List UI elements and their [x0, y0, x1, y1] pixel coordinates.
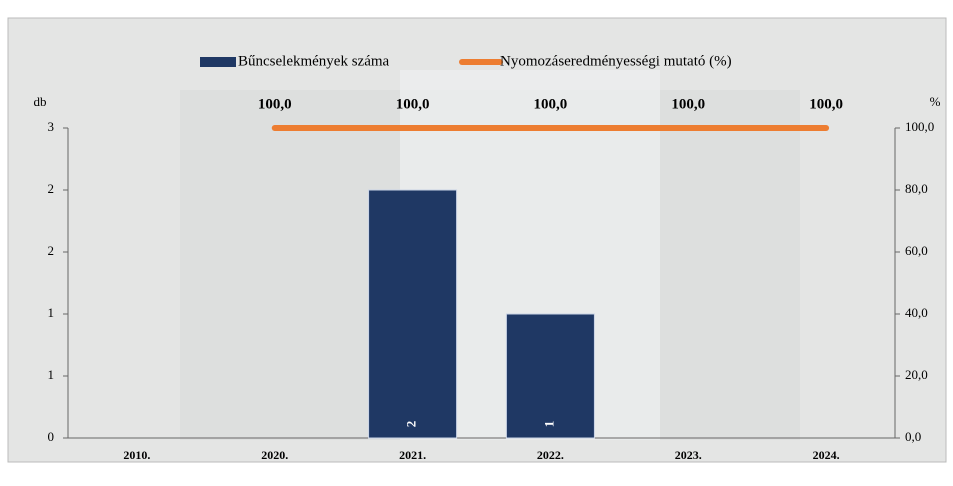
y-tick-label: 3: [48, 119, 55, 134]
chart: db % 0 1 1 2 2 3 0,0 20,0 40,0 60,0 80,0 100,0 2010.…: [0, 0, 953, 486]
y2-tick-label: 80,0: [905, 181, 928, 196]
legend-label: Bűncselekmények száma: [238, 53, 390, 69]
line-value-label: 100,0: [396, 96, 430, 112]
x-tick-label: 2021.: [399, 448, 426, 462]
x-tick-label: 2020.: [261, 448, 288, 462]
line-value-label: 100,0: [671, 96, 705, 112]
y-tick-label: 0: [48, 429, 55, 444]
bar-value-label: 2: [404, 421, 419, 428]
y-tick-label: 1: [48, 305, 55, 320]
y2-tick-label: 40,0: [905, 305, 928, 320]
legend-label: Nyomozáseredményességi mutató (%): [500, 53, 732, 69]
line-value-label: 100,0: [534, 96, 568, 112]
y2-tick-label: 100,0: [905, 119, 934, 134]
bar: [369, 190, 457, 438]
line-value-label: 100,0: [809, 96, 843, 112]
x-tick-label: 2024.: [813, 448, 840, 462]
y2-tick-label: 20,0: [905, 367, 928, 382]
legend-swatch: [200, 57, 236, 67]
y2-tick-label: 60,0: [905, 243, 928, 258]
y-tick-label: 2: [48, 243, 55, 258]
bar: [506, 314, 594, 438]
bar-value-label: 1: [541, 421, 556, 428]
y-tick-label: 1: [48, 367, 55, 382]
y-tick-label: 2: [48, 181, 55, 196]
y2-tick-label: 0,0: [905, 429, 921, 444]
line-value-label: 100,0: [258, 96, 292, 112]
y-unit: db: [34, 94, 47, 109]
x-tick-label: 2010.: [123, 448, 150, 462]
x-tick-label: 2022.: [537, 448, 564, 462]
x-tick-label: 2023.: [675, 448, 702, 462]
y2-unit: %: [930, 94, 941, 109]
